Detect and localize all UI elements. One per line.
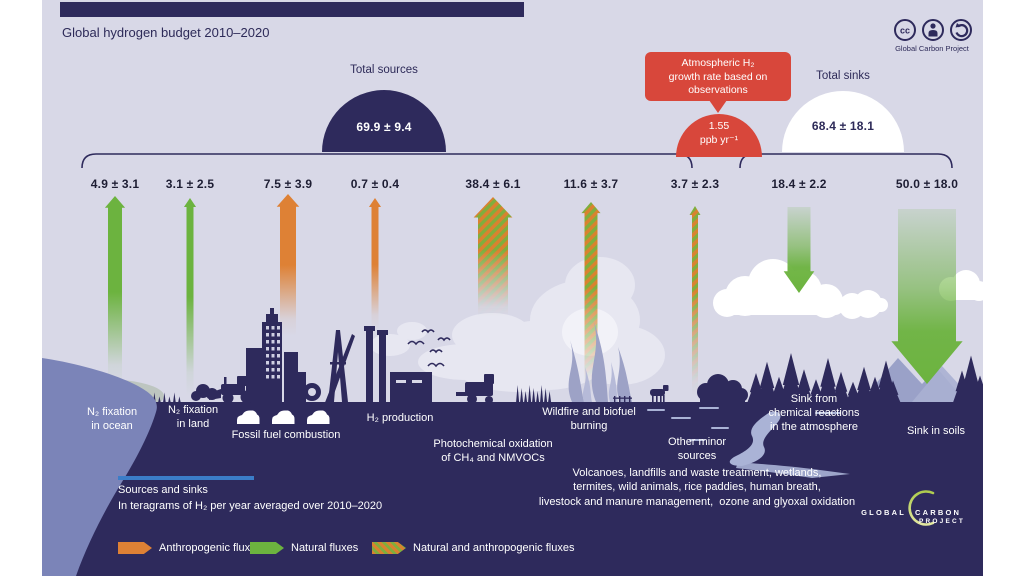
total-sinks-label: Total sinks [816, 70, 870, 82]
bracket-layer [81, 153, 953, 169]
flux-label-sink-chemical-reactions: Sink from chemical reactions in the atmo… [768, 393, 860, 433]
logo-word-carbon: CARBON [915, 508, 962, 517]
flux-arrow-fossil-fuel-combustion [276, 194, 300, 336]
flux-label-h2-production: H₂ production [366, 412, 434, 424]
flux-label-n2-fixation-ocean: N₂ fixation in ocean [86, 406, 138, 432]
river [647, 407, 850, 478]
page-title: Global hydrogen budget 2010–2020 [62, 25, 270, 40]
birds [407, 329, 451, 368]
growth-rate-semicircle: 1.55 ppb yr⁻¹ [676, 114, 762, 157]
flux-value-wildfire-biofuel-burning: 11.6 ± 3.7 [563, 177, 619, 191]
crops [516, 385, 552, 403]
logo-word-project: PROJECT [919, 518, 966, 525]
license-icons: cc [894, 19, 972, 41]
legend-title: Sources and sinks [118, 484, 208, 496]
flux-label-n2-fixation-land: N₂ fixation in land [167, 404, 219, 430]
flux-label-wildfire-biofuel-burning: Wildfire and biofuel burning [542, 406, 636, 432]
flux-value-n2-fixation-land: 3.1 ± 2.5 [165, 177, 215, 191]
growth-rate-value: 1.55 [708, 120, 730, 132]
forest-trees [747, 353, 983, 403]
total-sources-value: 69.9 ± 9.4 [356, 120, 412, 134]
flux-label-other-minor-sources: Other minor sources [667, 436, 727, 462]
land-silhouette [42, 402, 983, 576]
legend-swatch-orange-arrow-icon [118, 542, 152, 554]
flux-value-sink-chemical-reactions: 18.4 ± 2.2 [771, 177, 827, 191]
sinks-bracket [739, 153, 953, 169]
bush-cluster [697, 374, 748, 403]
flux-arrow-other-minor-sources [689, 206, 701, 396]
wildfire-flames [568, 322, 632, 402]
legend-swatch-striped-arrow-icon [372, 542, 406, 554]
sa-arrowhead [955, 23, 961, 28]
sources-bracket [81, 153, 693, 169]
flux-arrow-wildfire-biofuel-burning [581, 202, 601, 392]
building-windows [266, 326, 280, 379]
cc-icon [894, 19, 916, 41]
fence [613, 396, 632, 402]
total-sources-label: Total sources [350, 64, 418, 76]
flux-label-fossil-fuel-combustion: Fossil fuel combustion [231, 429, 341, 441]
units-note: In teragrams of H₂ per year averaged ove… [118, 500, 383, 512]
attribution-text: Global Carbon Project [895, 44, 969, 53]
total-sinks-value: 68.4 ± 18.1 [811, 119, 875, 133]
cc-sa-icon [950, 19, 972, 41]
scene-foreground [42, 308, 983, 576]
legend-label: Anthropogenic fluxes [159, 542, 262, 554]
legend-label: Natural and anthropogenic fluxes [413, 542, 575, 554]
other-minor-sources-note: Volcanoes, landfills and waste treatment… [538, 467, 856, 508]
person-body [928, 30, 938, 37]
flux-label-photochemical-oxidation: Photochemical oxidation of CH₄ and NMVOC… [433, 438, 553, 464]
flux-value-h2-production: 0.7 ± 0.4 [350, 177, 400, 191]
flux-arrow-n2-fixation-ocean [104, 196, 126, 388]
gcp-logo-crescent [908, 490, 935, 526]
person-head [930, 23, 936, 29]
flux-arrow-sink-in-soils [891, 209, 963, 384]
flux-value-fossil-fuel-combustion: 7.5 ± 3.9 [263, 177, 313, 191]
cars [237, 410, 330, 424]
flux-arrow-sink-chemical-reactions [783, 207, 815, 293]
legend-item-green: Natural fluxes [250, 542, 358, 554]
sa-arrow [955, 24, 969, 38]
legend-item-striped: Natural and anthropogenic fluxes [372, 542, 574, 554]
grass-tufts [153, 392, 181, 403]
growth-rate-callout: Atmospheric H₂ growth rate based on obse… [645, 52, 791, 101]
legend-swatch-green-arrow-icon [250, 542, 284, 554]
flux-arrows [104, 194, 963, 396]
top-accent-bar [60, 2, 524, 17]
flux-arrow-h2-production [368, 198, 382, 331]
clouds [713, 259, 983, 319]
cow-icon [650, 385, 669, 402]
flux-value-photochemical-oxidation: 38.4 ± 6.1 [465, 177, 521, 191]
scene-background [42, 257, 983, 413]
growth-rate-unit: ppb yr⁻¹ [699, 133, 739, 146]
flux-value-sink-in-soils: 50.0 ± 18.0 [895, 177, 959, 191]
legend-item-orange: Anthropogenic fluxes [118, 542, 262, 554]
ocean [42, 358, 157, 576]
logo-word-global: GLOBAL [861, 508, 906, 517]
flux-value-n2-fixation-ocean: 4.9 ± 3.1 [90, 177, 140, 191]
flux-label-sink-in-soils: Sink in soils [906, 425, 966, 437]
legend-accent-line [118, 476, 254, 480]
harvester-icon [456, 374, 494, 404]
water-dashes [647, 407, 841, 441]
flux-arrow-n2-fixation-land [183, 198, 197, 396]
cc-glyph: cc [900, 26, 910, 36]
flux-value-other-minor-sources: 3.7 ± 2.3 [670, 177, 720, 191]
cc-by-icon [922, 19, 944, 41]
legend-label: Natural fluxes [291, 542, 359, 554]
flux-arrow-photochemical-oxidation [473, 197, 513, 316]
